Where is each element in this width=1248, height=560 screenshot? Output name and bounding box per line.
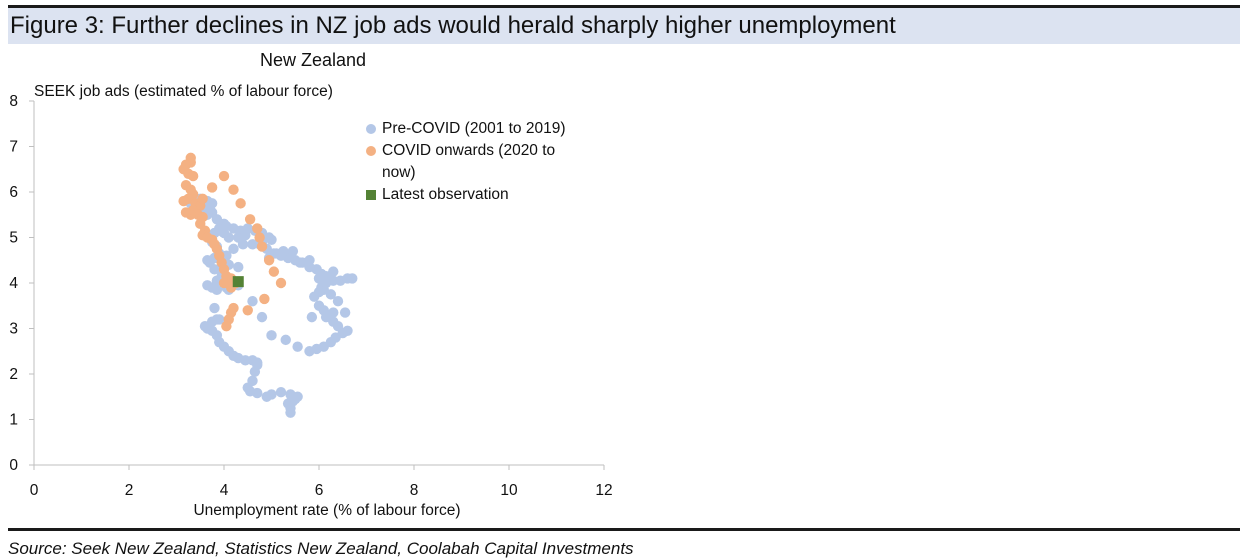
legend-label-latest: Latest observation — [382, 186, 509, 203]
legend-marker-covid-onwards — [366, 146, 376, 156]
scatter-point — [278, 245, 289, 257]
scatter-point — [247, 296, 258, 307]
legend-label-pre-covid: Pre-COVID (2001 to 2019) — [382, 120, 566, 137]
scatter-point — [275, 387, 287, 398]
legend-item-covid-onwards: COVID onwards (2020 to now) — [366, 140, 566, 184]
scatter-point — [252, 359, 263, 371]
scatter-point — [233, 261, 244, 273]
scatter-point — [247, 375, 258, 387]
scatter-point — [228, 184, 239, 195]
scatter-point — [202, 280, 213, 291]
legend-item-pre-covid: Pre-COVID (2001 to 2019) — [366, 118, 566, 140]
figure-title: Figure 3: Further declines in NZ job ads… — [8, 8, 1240, 44]
scatter-point — [197, 193, 208, 205]
scatter-point — [178, 195, 189, 207]
series-0 — [185, 193, 358, 418]
scatter-point — [261, 391, 272, 402]
source-rule — [8, 528, 1240, 531]
scatter-point — [218, 170, 230, 182]
scatter-point — [347, 273, 358, 284]
x-tick-label: 10 — [500, 482, 518, 499]
top-rule — [8, 5, 1240, 8]
x-tick-label: 0 — [30, 482, 39, 499]
scatter-point — [275, 277, 287, 289]
scatter-point — [309, 291, 320, 302]
scatter-point — [240, 230, 251, 241]
scatter-point — [206, 182, 218, 193]
scatter-point — [268, 266, 280, 277]
latest-observation-point — [232, 276, 244, 288]
scatter-chart: New Zealand SEEK job ads (estimated % of… — [9, 50, 612, 519]
scatter-point — [247, 239, 258, 250]
scatter-point — [228, 243, 239, 255]
scatter-point — [342, 325, 353, 336]
scatter-point — [242, 305, 253, 316]
scatter-point — [214, 314, 225, 325]
legend-item-latest: Latest observation — [366, 184, 566, 206]
x-tick-label: 8 — [410, 482, 419, 499]
x-tick-label: 4 — [220, 482, 229, 499]
legend-label-covid-onwards: COVID onwards (2020 to now) — [382, 142, 556, 181]
y-tick-label: 8 — [9, 93, 18, 110]
y-tick-label: 0 — [9, 457, 18, 474]
series-2 — [232, 276, 244, 288]
chart-title: New Zealand — [260, 50, 366, 70]
data-points — [178, 152, 358, 418]
scatter-point — [294, 257, 306, 268]
scatter-point — [290, 393, 301, 405]
scatter-point — [306, 311, 318, 323]
legend-marker-pre-covid — [366, 124, 376, 134]
scatter-point — [266, 234, 277, 245]
x-axis-label: Unemployment rate (% of labour force) — [193, 502, 460, 519]
scatter-point — [221, 321, 232, 332]
y-tick-label: 2 — [9, 366, 18, 383]
y-tick-label: 1 — [9, 412, 18, 429]
scatter-point — [304, 255, 315, 266]
scatter-point — [187, 170, 199, 182]
scatter-point — [259, 293, 270, 305]
scatter-point — [280, 334, 291, 346]
series-1 — [178, 152, 287, 332]
scatter-point — [256, 311, 268, 323]
scatter-point — [209, 302, 220, 314]
scatter-point — [332, 296, 344, 307]
scatter-point — [328, 307, 339, 318]
scatter-point — [313, 300, 325, 311]
scatter-point — [218, 227, 230, 239]
scatter-point — [244, 214, 256, 225]
y-tick-label: 3 — [9, 321, 18, 338]
x-tick-label: 12 — [595, 482, 612, 499]
y-tick-label: 6 — [9, 184, 18, 201]
scatter-point — [252, 223, 263, 234]
scatter-point — [313, 273, 325, 284]
scatter-point — [292, 341, 303, 352]
source-note: Source: Seek New Zealand, Statistics New… — [8, 539, 634, 558]
scatter-point — [180, 207, 192, 218]
legend-marker-latest — [366, 190, 376, 200]
scatter-point — [266, 330, 277, 341]
scatter-point — [339, 307, 351, 318]
y-tick-label: 7 — [9, 139, 18, 156]
scatter-point — [287, 245, 299, 257]
scatter-point — [263, 255, 275, 266]
scatter-point — [235, 198, 246, 209]
x-tick-label: 2 — [125, 482, 134, 499]
y-axis-label: SEEK job ads (estimated % of labour forc… — [34, 83, 333, 100]
scatter-point — [256, 241, 268, 252]
y-tick-label: 4 — [9, 275, 18, 292]
scatter-point — [254, 232, 265, 243]
x-tick-label: 6 — [315, 482, 324, 499]
chart-legend: Pre-COVID (2001 to 2019) COVID onwards (… — [366, 118, 566, 206]
y-tick-label: 5 — [9, 230, 18, 247]
